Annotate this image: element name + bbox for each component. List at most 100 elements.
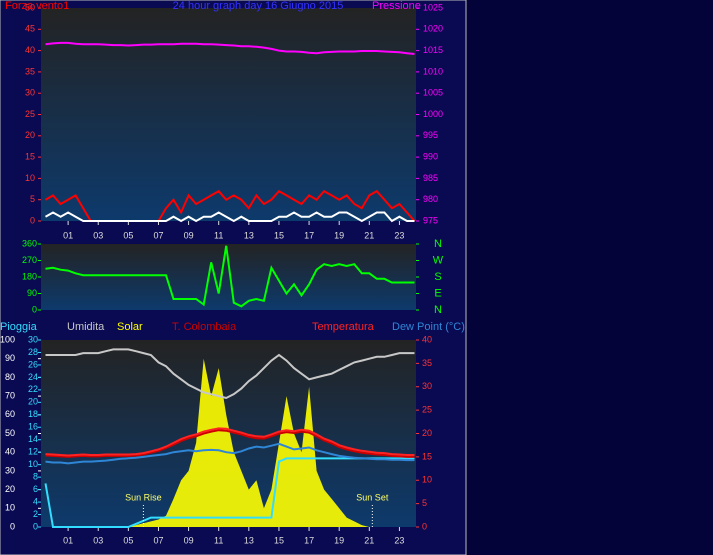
y-tick-label: 975 <box>423 215 438 225</box>
y-tick-label: 35 <box>25 66 35 76</box>
area <box>45 358 415 527</box>
y-tick-label: W <box>433 254 444 266</box>
y-tick-label: 980 <box>423 194 438 204</box>
x-tick-label: 03 <box>93 230 103 240</box>
y-tick-label: 30 <box>25 88 35 98</box>
legend-label: Temperatura <box>312 321 375 333</box>
y-tick-label: 1010 <box>423 66 443 76</box>
y-tick-label: 40 <box>5 447 15 457</box>
x-tick-label: 13 <box>244 230 254 240</box>
y-tick-label: 40 <box>422 334 432 344</box>
x-tick-label: 23 <box>394 230 404 240</box>
line <box>45 211 415 223</box>
y-tick-label: 995 <box>423 130 438 140</box>
y-tick-label: 360 <box>22 238 37 248</box>
y-tick-label: 90 <box>27 288 37 298</box>
y-tick-label: 1005 <box>423 88 443 98</box>
x-tick-label: 03 <box>93 535 103 545</box>
line <box>45 442 415 465</box>
x-tick-label: 07 <box>153 535 163 545</box>
x-tick-label: 09 <box>184 535 194 545</box>
x-tick-label: 19 <box>334 230 344 240</box>
y-tick-label: 60 <box>5 409 15 419</box>
y-tick-label: 20 <box>5 484 15 494</box>
y-tick-label: 985 <box>423 173 438 183</box>
annotation: Sun Rise <box>125 492 162 502</box>
y-tick-label: 22 <box>28 384 38 394</box>
y-tick-label: 0 <box>422 521 427 531</box>
y-tick-label: 5 <box>30 194 35 204</box>
y-tick-label: 1000 <box>423 109 443 119</box>
x-tick-label: 21 <box>364 535 374 545</box>
y-tick-label: 1025 <box>423 2 443 12</box>
x-tick-label: 05 <box>123 230 133 240</box>
y-tick-label: 0 <box>33 521 38 531</box>
y-tick-label: 0 <box>10 521 15 531</box>
x-tick-label: 15 <box>274 230 284 240</box>
chart-title: 24 hour graph day 16 Giugno 2015 <box>173 0 344 12</box>
line <box>45 348 415 400</box>
x-tick-label: 23 <box>394 535 404 545</box>
x-tick-label: 01 <box>63 535 73 545</box>
y-tick-label: 100 <box>0 334 15 344</box>
y-tick-label: 6 <box>33 484 38 494</box>
y-tick-label: 10 <box>422 475 432 485</box>
y-tick-label: 2 <box>33 509 38 519</box>
y-tick-label: 30 <box>5 465 15 475</box>
legend-label: Dew Point (°C) <box>392 321 465 333</box>
x-tick-label: 11 <box>214 230 223 240</box>
y-tick-label: 70 <box>5 390 15 400</box>
y-tick-label: 16 <box>28 422 38 432</box>
y-tick-label: 35 <box>422 358 432 368</box>
line <box>45 41 415 55</box>
y-tick-label: 4 <box>33 496 38 506</box>
y-tick-label: 50 <box>25 2 35 12</box>
legend-label: Pressione <box>372 0 421 12</box>
y-tick-label: 26 <box>28 359 38 369</box>
x-tick-label: 15 <box>274 535 284 545</box>
x-tick-label: 17 <box>304 535 314 545</box>
x-tick-label: 05 <box>123 535 133 545</box>
line <box>45 429 415 458</box>
plot-area <box>41 8 416 221</box>
y-tick-label: 90 <box>5 353 15 363</box>
y-tick-label: 25 <box>422 405 432 415</box>
y-tick-label: 20 <box>28 397 38 407</box>
y-tick-label: 28 <box>28 347 38 357</box>
y-tick-label: 80 <box>5 372 15 382</box>
y-tick-label: 5 <box>422 498 427 508</box>
plot-area <box>41 244 416 310</box>
y-tick-label: 270 <box>22 255 37 265</box>
y-tick-label: E <box>434 287 441 299</box>
x-tick-label: 17 <box>304 230 314 240</box>
y-tick-label: 1015 <box>423 45 443 55</box>
annotation: Sun Set <box>356 492 389 502</box>
x-tick-label: 19 <box>334 535 344 545</box>
y-tick-label: 990 <box>423 151 438 161</box>
y-tick-label: 180 <box>22 271 37 281</box>
y-tick-label: S <box>434 271 441 283</box>
y-tick-label: 18 <box>28 409 38 419</box>
y-tick-label: 0 <box>30 215 35 225</box>
legend-label: Forza vento1 <box>5 0 69 12</box>
y-tick-label: 8 <box>33 472 38 482</box>
y-tick-label: 30 <box>422 381 432 391</box>
y-tick-label: 20 <box>422 428 432 438</box>
line <box>45 245 415 308</box>
y-tick-label: 14 <box>28 434 38 444</box>
y-tick-label: 40 <box>25 45 35 55</box>
y-tick-label: 10 <box>25 173 35 183</box>
y-tick-label: 15 <box>25 151 35 161</box>
x-tick-label: 07 <box>153 230 163 240</box>
line <box>45 427 415 457</box>
legend-label: Pioggia <box>0 321 38 333</box>
y-tick-label: N <box>434 304 442 316</box>
y-tick-label: 20 <box>25 130 35 140</box>
y-tick-label: 10 <box>5 503 15 513</box>
x-tick-label: 09 <box>184 230 194 240</box>
y-tick-label: 10 <box>28 459 38 469</box>
y-tick-label: 30 <box>28 334 38 344</box>
y-tick-label: 24 <box>28 372 38 382</box>
